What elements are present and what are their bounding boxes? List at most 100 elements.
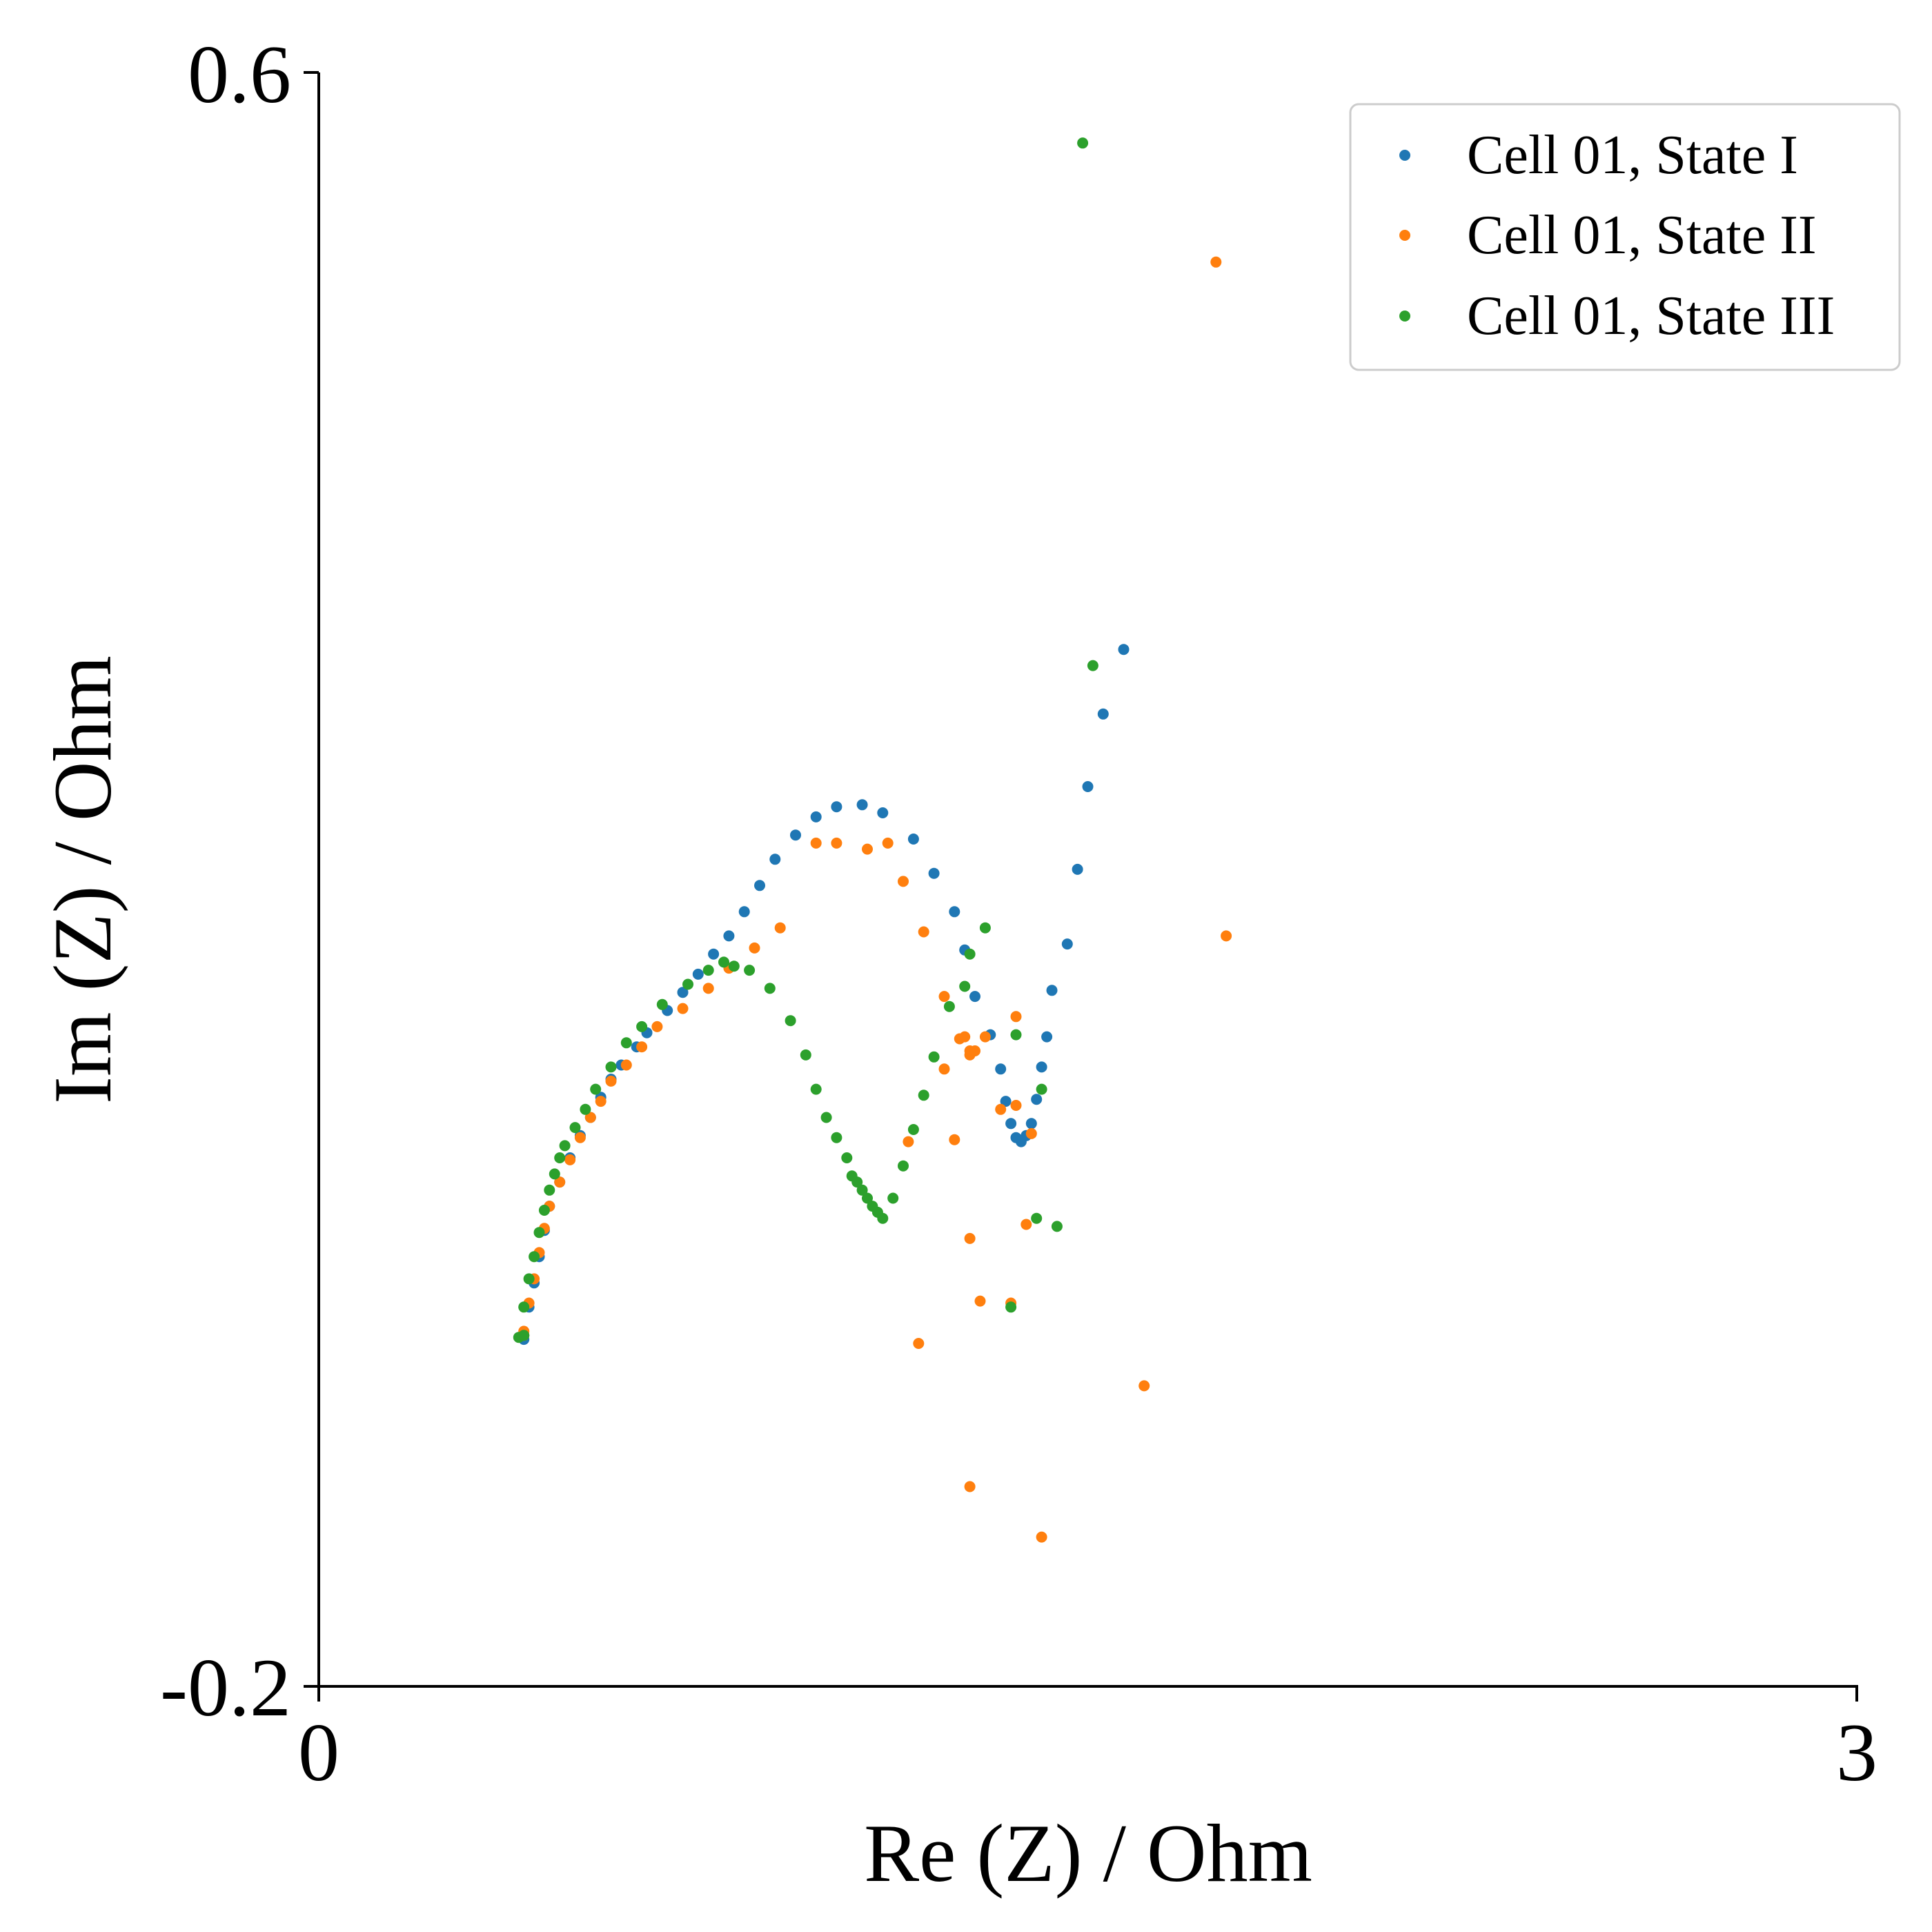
point-state-3-8 <box>549 1168 560 1180</box>
point-state-3-42 <box>943 1000 955 1012</box>
point-state-2-33 <box>979 1031 991 1043</box>
point-state-3-44 <box>964 948 976 960</box>
point-state-3-31 <box>851 1176 863 1188</box>
point-state-3-47 <box>1036 1083 1047 1095</box>
point-state-2-35 <box>938 1063 950 1075</box>
point-state-2-11 <box>595 1096 607 1107</box>
point-state-2-48 <box>1036 1531 1047 1543</box>
point-state-2-12 <box>605 1075 617 1087</box>
legend-marker-state-1 <box>1399 150 1410 161</box>
point-state-3-51 <box>1077 137 1089 149</box>
point-state-2-50 <box>1221 930 1232 942</box>
point-state-2-19 <box>749 942 760 954</box>
point-state-2-32 <box>969 1045 980 1056</box>
point-state-3-45 <box>979 922 991 934</box>
point-state-3-32 <box>856 1184 868 1196</box>
point-state-3-39 <box>907 1124 919 1135</box>
point-state-3-37 <box>887 1192 899 1204</box>
point-state-3-38 <box>898 1160 909 1172</box>
point-state-2-21 <box>810 837 822 849</box>
legend-label-state-3: Cell 01, State III <box>1467 286 1835 346</box>
point-state-2-15 <box>651 1021 663 1032</box>
point-state-1-20 <box>723 930 735 942</box>
legend-label-state-1: Cell 01, State I <box>1467 125 1798 186</box>
point-state-1-21 <box>738 906 750 918</box>
legend-marker-state-2 <box>1399 230 1410 241</box>
point-state-1-44 <box>1041 1031 1053 1043</box>
point-state-3-29 <box>841 1152 853 1163</box>
point-state-3-49 <box>1005 1301 1017 1313</box>
point-state-1-43 <box>1036 1061 1047 1073</box>
point-state-1-25 <box>810 811 822 822</box>
point-state-3-4 <box>529 1251 540 1263</box>
legend: Cell 01, State I Cell 01, State II Cell … <box>1349 103 1901 371</box>
point-state-2-10 <box>584 1112 596 1123</box>
point-state-2-36 <box>995 1103 1007 1115</box>
point-state-2-46 <box>1138 1380 1150 1392</box>
x-tick-label-left: 0 <box>298 1706 339 1798</box>
point-state-2-29 <box>954 1033 965 1045</box>
point-state-2-25 <box>898 876 909 887</box>
point-state-3-48 <box>1031 1212 1043 1224</box>
point-state-2-49 <box>1210 256 1222 268</box>
point-state-1-47 <box>1072 863 1083 875</box>
point-state-2-27 <box>938 991 950 1003</box>
legend-frame <box>1349 103 1901 371</box>
point-state-3-13 <box>590 1083 602 1095</box>
point-state-3-6 <box>538 1205 550 1216</box>
point-state-2-41 <box>964 1232 976 1244</box>
point-state-3-24 <box>785 1015 796 1027</box>
point-state-3-22 <box>744 965 756 976</box>
point-state-1-30 <box>928 867 940 879</box>
x-axis-title: Re (Z) / Ohm <box>864 1807 1312 1899</box>
point-state-1-42 <box>1031 1094 1043 1105</box>
point-state-3-7 <box>544 1184 555 1196</box>
point-state-1-26 <box>831 801 842 813</box>
point-state-3-40 <box>918 1090 929 1101</box>
legend-label-state-2: Cell 01, State II <box>1467 205 1817 266</box>
point-state-2-37 <box>1025 1127 1037 1139</box>
point-state-3-23 <box>764 983 776 994</box>
point-state-1-49 <box>1097 708 1109 720</box>
point-state-1-19 <box>708 948 720 960</box>
point-state-3-27 <box>820 1112 832 1123</box>
point-state-3-2 <box>518 1301 530 1313</box>
point-state-3-19 <box>702 965 714 976</box>
point-state-3-10 <box>559 1140 571 1152</box>
point-state-3-16 <box>636 1021 648 1032</box>
point-state-3-50 <box>1051 1221 1063 1232</box>
point-state-1-48 <box>1082 781 1094 792</box>
point-state-2-8 <box>564 1154 576 1165</box>
point-state-2-47 <box>964 1481 976 1492</box>
point-state-3-33 <box>862 1192 873 1204</box>
y-tick-label-bottom: -0.2 <box>160 1642 291 1733</box>
point-state-3-20 <box>718 956 729 968</box>
point-state-1-41 <box>1025 1118 1037 1130</box>
point-state-1-18 <box>692 968 704 980</box>
point-state-3-26 <box>810 1083 822 1095</box>
point-state-3-1 <box>518 1330 530 1341</box>
point-state-2-17 <box>702 983 714 994</box>
legend-marker-state-3 <box>1399 310 1410 322</box>
point-state-3-52 <box>1087 660 1098 671</box>
point-state-3-17 <box>656 998 668 1010</box>
data-points <box>513 137 1232 1543</box>
point-state-1-33 <box>969 991 980 1003</box>
point-state-2-23 <box>862 843 873 855</box>
point-state-2-26 <box>918 926 929 938</box>
point-state-2-9 <box>574 1132 586 1143</box>
point-state-2-24 <box>882 837 894 849</box>
point-state-3-11 <box>569 1122 581 1134</box>
point-state-3-18 <box>682 978 693 990</box>
point-state-2-42 <box>1021 1219 1032 1230</box>
point-state-3-15 <box>620 1037 632 1049</box>
point-state-1-50 <box>1118 644 1130 656</box>
point-state-3-28 <box>831 1132 842 1143</box>
point-state-2-45 <box>913 1338 925 1349</box>
point-state-1-46 <box>1061 938 1073 950</box>
point-state-3-41 <box>928 1051 940 1063</box>
point-state-1-23 <box>769 854 781 865</box>
point-state-3-43 <box>959 980 971 992</box>
point-state-2-7 <box>554 1176 566 1188</box>
